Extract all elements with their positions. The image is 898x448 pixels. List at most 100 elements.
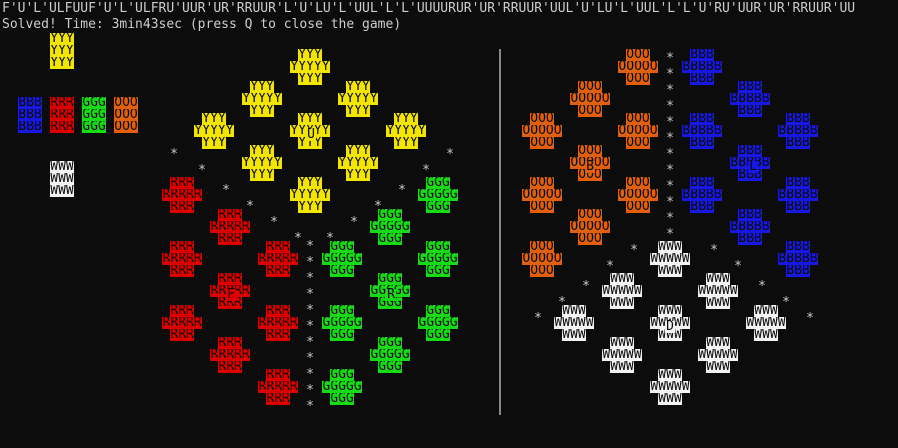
- sticker-row: BBBBB: [682, 61, 722, 73]
- sticker-row: RRR: [170, 305, 194, 317]
- sticker-row: BBB: [786, 177, 810, 189]
- sticker-row: BBBBB: [778, 253, 818, 265]
- separator-star: *: [446, 147, 454, 162]
- face-label-back: B: [585, 159, 595, 174]
- sticker-row: OOO: [578, 105, 602, 117]
- sticker-row: WWW: [562, 329, 586, 341]
- separator-star: *: [306, 351, 314, 366]
- sticker-row: OOO: [530, 265, 554, 277]
- legend-G: GGG: [82, 121, 106, 133]
- sticker-row: BBB: [690, 177, 714, 189]
- separator-star: *: [734, 259, 742, 274]
- sticker-row: WWW: [610, 297, 634, 309]
- face-label-right: R: [386, 287, 396, 302]
- sticker-row: YYYYY: [386, 125, 426, 137]
- sticker-row: RRRRR: [258, 381, 298, 393]
- sticker-row: RRR: [266, 393, 290, 405]
- sticker-row: RRR: [218, 209, 242, 221]
- sticker-row: OOOOO: [570, 93, 610, 105]
- face-label-front: F: [226, 287, 236, 302]
- legend-O: OOO: [114, 109, 138, 121]
- sticker-row: YYY: [250, 81, 274, 93]
- sticker-row: GGG: [378, 209, 402, 221]
- separator-star: *: [374, 199, 382, 214]
- sticker-row: RRR: [266, 265, 290, 277]
- sticker-row: GGG: [426, 329, 450, 341]
- separator-star: *: [666, 51, 674, 66]
- sticker-row: BBBBB: [682, 125, 722, 137]
- sticker-row: YYY: [298, 177, 322, 189]
- legend-Y: YYY: [50, 45, 74, 57]
- sticker-row: GGG: [330, 265, 354, 277]
- legend-W: WWW: [50, 185, 74, 197]
- sticker-row: YYY: [250, 169, 274, 181]
- sticker-row: WWWWW: [650, 381, 690, 393]
- separator-star: *: [222, 183, 230, 198]
- legend-O: OOO: [114, 121, 138, 133]
- sticker-row: WWW: [658, 305, 682, 317]
- separator-star: *: [758, 279, 766, 294]
- legend-W: WWW: [50, 161, 74, 173]
- sticker-row: RRR: [218, 297, 242, 309]
- separator-star: *: [422, 163, 430, 178]
- legend-G: GGG: [82, 97, 106, 109]
- sticker-row: YYY: [346, 145, 370, 157]
- separator-star: *: [306, 335, 314, 350]
- sticker-row: OOO: [530, 137, 554, 149]
- sticker-row: OOOOO: [570, 221, 610, 233]
- legend-R: RRR: [50, 109, 74, 121]
- sticker-row: YYY: [202, 113, 226, 125]
- sticker-row: GGG: [330, 369, 354, 381]
- sticker-row: OOO: [530, 201, 554, 213]
- sticker-row: YYY: [346, 105, 370, 117]
- sticker-row: BBB: [738, 233, 762, 245]
- separator-star: *: [306, 239, 314, 254]
- sticker-row: BBB: [786, 241, 810, 253]
- legend-B: BBB: [18, 109, 42, 121]
- sticker-row: RRR: [266, 369, 290, 381]
- separator-star: *: [306, 271, 314, 286]
- separator-star: *: [606, 259, 614, 274]
- legend-B: BBB: [18, 97, 42, 109]
- sticker-row: BBB: [786, 201, 810, 213]
- sticker-row: OOO: [578, 233, 602, 245]
- sticker-row: BBB: [690, 113, 714, 125]
- separator-star: *: [198, 163, 206, 178]
- separator-star: *: [306, 303, 314, 318]
- sticker-row: RRR: [266, 241, 290, 253]
- sticker-row: RRRRR: [162, 317, 202, 329]
- sticker-row: GGG: [378, 361, 402, 373]
- sticker-row: OOO: [530, 113, 554, 125]
- sticker-row: YYY: [298, 113, 322, 125]
- sticker-row: OOO: [530, 177, 554, 189]
- sticker-row: RRR: [218, 361, 242, 373]
- move-sequence: F'U'L'ULFUUF'U'L'ULFRU'UUR'UR'RRUUR'L'U'…: [2, 1, 856, 16]
- sticker-row: RRR: [266, 305, 290, 317]
- sticker-row: BBB: [738, 105, 762, 117]
- sticker-row: YYY: [394, 137, 418, 149]
- sticker-row: WWWWW: [554, 317, 594, 329]
- sticker-row: WWW: [754, 305, 778, 317]
- separator-star: *: [666, 147, 674, 162]
- sticker-row: WWWWW: [746, 317, 786, 329]
- sticker-row: YYYYY: [338, 157, 378, 169]
- sticker-row: OOO: [578, 81, 602, 93]
- sticker-row: OOOOO: [522, 189, 562, 201]
- sticker-row: WWW: [610, 337, 634, 349]
- sticker-row: OOO: [626, 113, 650, 125]
- sticker-row: RRR: [170, 177, 194, 189]
- sticker-row: YYY: [202, 137, 226, 149]
- separator-star: *: [306, 255, 314, 270]
- sticker-row: BBB: [738, 81, 762, 93]
- separator-star: *: [666, 67, 674, 82]
- legend-O: OOO: [114, 97, 138, 109]
- sticker-row: GGGGG: [418, 189, 458, 201]
- sticker-row: GGG: [426, 241, 450, 253]
- sticker-row: GGG: [378, 273, 402, 285]
- sticker-row: OOO: [626, 201, 650, 213]
- separator-star: *: [666, 179, 674, 194]
- sticker-row: OOO: [530, 241, 554, 253]
- sticker-row: YYYYY: [242, 93, 282, 105]
- sticker-row: RRR: [170, 241, 194, 253]
